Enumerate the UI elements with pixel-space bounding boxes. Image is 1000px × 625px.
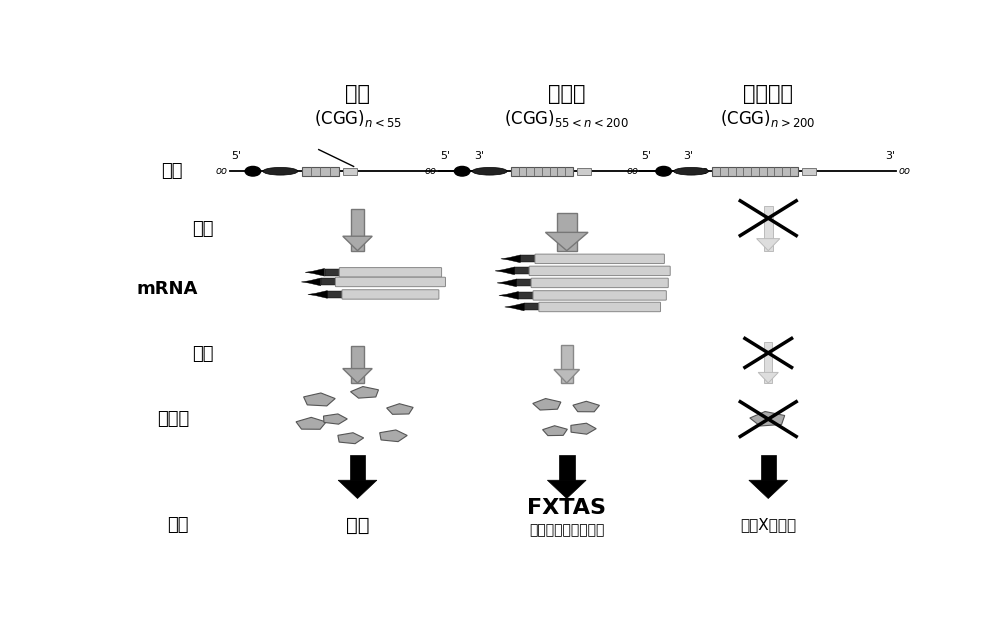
Bar xyxy=(802,168,816,174)
FancyBboxPatch shape xyxy=(712,167,798,176)
FancyBboxPatch shape xyxy=(339,268,442,277)
Polygon shape xyxy=(554,369,580,383)
Polygon shape xyxy=(543,426,567,436)
Text: 正常: 正常 xyxy=(345,84,370,104)
Text: 完全变异: 完全变异 xyxy=(743,84,793,104)
FancyBboxPatch shape xyxy=(535,254,664,264)
Bar xyxy=(350,455,365,480)
Text: 3': 3' xyxy=(683,151,693,161)
Ellipse shape xyxy=(454,166,470,176)
Polygon shape xyxy=(571,423,596,434)
Polygon shape xyxy=(308,291,327,298)
Text: 转录: 转录 xyxy=(192,220,213,238)
FancyBboxPatch shape xyxy=(533,291,666,300)
Bar xyxy=(520,256,536,262)
Polygon shape xyxy=(758,372,778,383)
Text: (CGG)$_{n>200}$: (CGG)$_{n>200}$ xyxy=(720,107,816,129)
FancyBboxPatch shape xyxy=(539,302,661,312)
Bar xyxy=(351,346,364,383)
Polygon shape xyxy=(750,411,785,426)
Bar xyxy=(561,345,573,383)
Text: FXTAS: FXTAS xyxy=(527,498,606,518)
Polygon shape xyxy=(338,480,377,499)
Bar xyxy=(557,213,577,251)
Polygon shape xyxy=(501,255,520,262)
FancyBboxPatch shape xyxy=(529,266,670,276)
Text: oo: oo xyxy=(488,166,500,176)
Text: 3': 3' xyxy=(474,151,484,161)
Polygon shape xyxy=(305,269,325,276)
Text: 前突变: 前突变 xyxy=(548,84,586,104)
Text: 3': 3' xyxy=(885,151,895,161)
Text: (CGG)$_{n<55}$: (CGG)$_{n<55}$ xyxy=(314,107,401,129)
Polygon shape xyxy=(343,369,372,383)
Text: 正常: 正常 xyxy=(346,516,369,534)
Bar xyxy=(577,168,591,174)
Polygon shape xyxy=(573,401,599,412)
Polygon shape xyxy=(749,480,788,499)
Polygon shape xyxy=(301,278,321,286)
FancyBboxPatch shape xyxy=(511,167,573,176)
Text: (CGG)$_{55<n<200}$: (CGG)$_{55<n<200}$ xyxy=(504,107,629,129)
Polygon shape xyxy=(343,236,372,251)
Bar xyxy=(351,209,364,251)
Polygon shape xyxy=(757,239,780,251)
Polygon shape xyxy=(497,279,516,287)
Bar xyxy=(321,279,336,286)
Bar xyxy=(524,304,540,311)
Text: 原发性卵巢功能不足: 原发性卵巢功能不足 xyxy=(529,522,604,537)
FancyBboxPatch shape xyxy=(342,290,439,299)
Polygon shape xyxy=(351,386,378,398)
Polygon shape xyxy=(545,232,588,251)
Text: 表型: 表型 xyxy=(167,516,188,534)
Polygon shape xyxy=(495,267,514,275)
FancyBboxPatch shape xyxy=(531,278,668,288)
Ellipse shape xyxy=(472,168,507,175)
FancyBboxPatch shape xyxy=(335,278,445,287)
Text: 5': 5' xyxy=(440,151,450,161)
Polygon shape xyxy=(323,414,347,424)
Text: oo: oo xyxy=(697,166,709,176)
Text: 5': 5' xyxy=(231,151,241,161)
Bar xyxy=(518,292,534,299)
FancyBboxPatch shape xyxy=(302,167,339,176)
Text: 基因: 基因 xyxy=(161,162,182,180)
Polygon shape xyxy=(338,432,364,444)
Text: 5': 5' xyxy=(642,151,652,161)
Polygon shape xyxy=(547,480,586,499)
Polygon shape xyxy=(499,291,518,299)
Text: oo: oo xyxy=(215,166,227,176)
Bar xyxy=(327,291,343,298)
Polygon shape xyxy=(304,393,335,406)
Polygon shape xyxy=(380,430,407,442)
Bar xyxy=(761,455,776,480)
Text: 脆性X综合征: 脆性X综合征 xyxy=(740,518,796,532)
Bar xyxy=(516,279,532,286)
Text: 翻译: 翻译 xyxy=(192,345,213,363)
Ellipse shape xyxy=(263,168,298,175)
Polygon shape xyxy=(533,399,561,410)
Bar xyxy=(343,168,357,174)
Text: oo: oo xyxy=(425,166,437,176)
Ellipse shape xyxy=(245,166,261,176)
Bar xyxy=(514,268,530,274)
Bar xyxy=(764,206,773,251)
Text: oo: oo xyxy=(626,166,638,176)
Bar xyxy=(559,455,574,480)
Polygon shape xyxy=(296,418,326,429)
Bar xyxy=(325,269,340,276)
Bar xyxy=(764,342,772,383)
Polygon shape xyxy=(505,303,524,311)
Ellipse shape xyxy=(656,166,671,176)
Text: 蛋白质: 蛋白质 xyxy=(157,410,189,428)
Polygon shape xyxy=(387,404,413,414)
Text: mRNA: mRNA xyxy=(137,280,198,298)
Text: oo: oo xyxy=(898,166,910,176)
Ellipse shape xyxy=(674,168,709,175)
